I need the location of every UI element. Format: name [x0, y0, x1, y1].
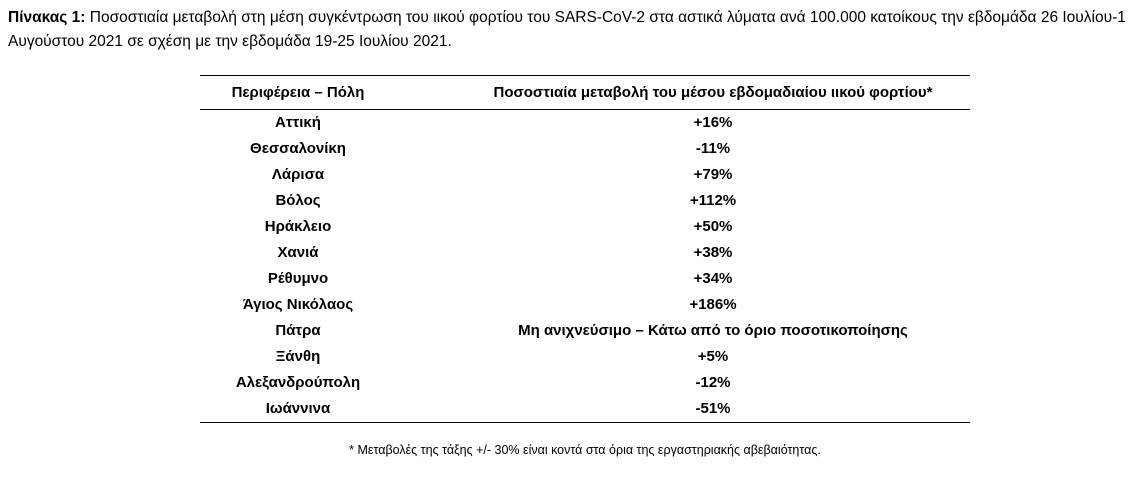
- footnote: * Μεταβολές της τάξης +/- 30% είναι κοντ…: [349, 443, 821, 457]
- city-cell: Αττική: [275, 114, 321, 131]
- table-row: Ηράκλειο +50%: [200, 214, 970, 240]
- header-cell: Ποσοστιαία μεταβολή του μέσου εβδομαδιαί…: [493, 84, 933, 101]
- caption-label: Πίνακας 1:: [8, 9, 86, 26]
- table-row: Αλεξανδρούπολη -12%: [200, 370, 970, 396]
- change-cell: Μη ανιχνεύσιμο – Κάτω από το όριο ποσοτι…: [518, 322, 908, 339]
- table-row: Βόλος +112%: [200, 188, 970, 214]
- header-cell: Περιφέρεια – Πόλη: [231, 84, 365, 101]
- change-cell: +50%: [693, 218, 733, 235]
- table-row: Αττική +16%: [200, 110, 970, 137]
- table-row: Χανιά +38%: [200, 240, 970, 266]
- change-cell: -12%: [695, 374, 731, 391]
- header-row: Περιφέρεια – Πόλη Ποσοστιαία μεταβολή το…: [200, 76, 970, 110]
- table-row: Ρέθυμνο +34%: [200, 266, 970, 292]
- city-cell: Ρέθυμνο: [267, 270, 329, 287]
- change-cell: +16%: [693, 114, 733, 131]
- table: Περιφέρεια – Πόλη Ποσοστιαία μεταβολή το…: [200, 75, 970, 423]
- city-cell: Ξάνθη: [275, 348, 321, 365]
- city-cell: Ηράκλειο: [264, 218, 332, 235]
- city-cell: Θεσσαλονίκη: [250, 140, 346, 157]
- city-cell: Αλεξανδρούπολη: [235, 374, 361, 391]
- city-cell: Πάτρα: [275, 322, 321, 339]
- change-cell: +79%: [693, 166, 733, 183]
- city-cell: Χανιά: [277, 244, 319, 261]
- city-cell: Ιωάννινα: [265, 400, 331, 417]
- change-cell: -11%: [695, 140, 731, 157]
- change-cell: +5%: [697, 348, 729, 365]
- caption: Πίνακας 1: Ποσοστιαία μεταβολή στη μέση …: [8, 6, 1133, 54]
- city-cell: Άγιος Νικόλαος: [242, 296, 354, 313]
- table-row: Ιωάννινα -51%: [200, 396, 970, 423]
- city-cell: Λάρισα: [271, 166, 325, 183]
- table-row: Πάτρα Μη ανιχνεύσιμο – Κάτω από το όριο π…: [200, 318, 970, 344]
- change-cell: +34%: [693, 270, 733, 287]
- table-row: Άγιος Νικόλαος +186%: [200, 292, 970, 318]
- change-cell: +38%: [693, 244, 733, 261]
- change-cell: +186%: [689, 296, 737, 313]
- city-cell: Βόλος: [275, 192, 321, 209]
- table-row: Ξάνθη +5%: [200, 344, 970, 370]
- caption-text: Ποσοστιαία μεταβολή στη μέση συγκέντρωση…: [8, 9, 1126, 50]
- change-cell: -51%: [695, 400, 731, 417]
- table-row: Λάρισα +79%: [200, 162, 970, 188]
- table-row: Θεσσαλονίκη -11%: [200, 136, 970, 162]
- change-cell: +112%: [689, 192, 737, 209]
